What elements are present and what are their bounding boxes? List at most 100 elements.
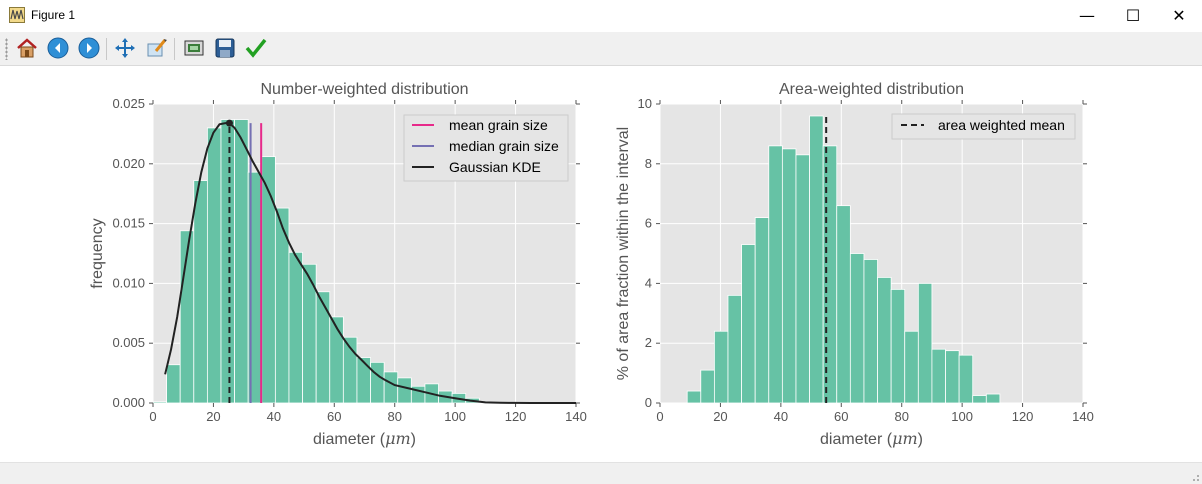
y-tick-label: 0.000 [112, 395, 145, 410]
y-tick-label: 2 [645, 335, 652, 350]
subplots-icon [184, 40, 204, 56]
toolbar-separator [174, 38, 175, 60]
close-button[interactable]: ✕ [1172, 6, 1186, 25]
zoom-icon [147, 39, 167, 57]
pan-button[interactable] [112, 35, 138, 61]
chart-title: Area-weighted distribution [779, 81, 964, 98]
home-icon [17, 38, 37, 58]
title-bar: Figure 1 — ☐ ✕ [0, 0, 1202, 31]
legend-label: median grain size [449, 138, 559, 154]
histogram-bar [849, 253, 865, 404]
kde-peak-marker [225, 119, 233, 127]
x-tick-label: 120 [1012, 409, 1034, 424]
y-tick-label: 0.015 [112, 216, 145, 231]
histogram-bar [727, 294, 742, 404]
maximize-button[interactable]: ☐ [1125, 6, 1141, 25]
histogram-bar [904, 330, 919, 404]
toolbar-separator [106, 38, 107, 60]
x-axis-label-text: ) [918, 431, 923, 448]
y-tick-label: 0 [645, 395, 652, 410]
x-axis-label-unit: μm [385, 429, 411, 448]
save-button[interactable] [212, 35, 238, 61]
histogram-bar [206, 127, 222, 404]
back-button[interactable] [45, 35, 71, 61]
y-tick-label: 0.005 [112, 335, 145, 350]
y-tick-label: 4 [645, 275, 652, 290]
x-tick-label: 120 [505, 409, 527, 424]
histogram-bar [795, 154, 810, 404]
zoom-button[interactable] [144, 35, 170, 61]
histogram-bar [945, 350, 960, 404]
x-axis-label: diameter (μm) [313, 429, 416, 448]
figure-canvas: 0 20 40 60 80 100 120 140 0.000 0.005 0.010 0.015 0.… [0, 66, 1202, 462]
save-icon [215, 38, 235, 58]
chart-2: 0 20 40 60 80 100 120 140 0 2 4 6 8 10 Area-weighted d… [615, 81, 1094, 448]
x-tick-label: 0 [656, 409, 663, 424]
histogram-bar [288, 251, 303, 404]
x-axis-label-unit: μm [892, 429, 918, 448]
histogram-bar [741, 244, 756, 404]
x-tick-label: 40 [774, 409, 788, 424]
x-tick-label: 140 [1072, 409, 1094, 424]
x-tick-label: 100 [951, 409, 973, 424]
x-tick-label: 60 [834, 409, 848, 424]
x-tick-label: 20 [206, 409, 220, 424]
y-tick-label: 10 [638, 96, 652, 111]
histogram-bar [166, 364, 181, 404]
histogram-bar [958, 354, 974, 404]
chart-title: Number-weighted distribution [260, 81, 468, 98]
x-axis-label-text: ) [411, 431, 416, 448]
x-tick-label: 80 [894, 409, 908, 424]
pan-icon [115, 38, 135, 58]
y-tick-label: 0.020 [112, 156, 145, 171]
x-tick-label: 20 [713, 409, 727, 424]
histogram-bar [713, 330, 729, 404]
figure-svg: 0 20 40 60 80 100 120 1400.0000.0050.0100.0150.… [89, 81, 1094, 448]
histogram-bar [383, 371, 399, 404]
back-icon [47, 37, 69, 59]
histogram-bar [863, 259, 878, 404]
forward-icon [78, 37, 100, 59]
x-tick-label: 140 [565, 409, 587, 424]
kde-curve [164, 122, 576, 404]
histogram-bar [809, 115, 824, 404]
legend-label: Gaussian KDE [449, 159, 541, 175]
y-axis-label: frequency [89, 218, 106, 288]
y-tick-label: 8 [645, 156, 652, 171]
y-tick-label: 0.025 [112, 96, 145, 111]
x-tick-label: 40 [267, 409, 281, 424]
histogram-bar [931, 348, 946, 404]
toolbar-grip[interactable] [5, 38, 8, 60]
legend-label: mean grain size [449, 117, 548, 133]
x-axis-label-text: diameter ( [313, 431, 386, 448]
y-tick-label: 6 [645, 216, 652, 231]
histogram-bar [329, 316, 344, 404]
forward-button[interactable] [76, 35, 102, 61]
home-button[interactable] [14, 35, 40, 61]
edit-check-button[interactable] [243, 35, 269, 61]
histogram-bar [686, 390, 702, 404]
histogram-bar [397, 377, 412, 404]
histogram-bar [754, 217, 770, 404]
histogram-bar [836, 205, 851, 404]
y-tick-label: 0.010 [112, 275, 145, 290]
edit-check-icon [245, 38, 267, 58]
histogram-bar [822, 145, 838, 404]
histogram-bar [315, 291, 331, 404]
histogram-bar [152, 401, 167, 404]
toolbar [0, 32, 1202, 66]
histogram-bar [985, 393, 1001, 404]
chart-1: 0 20 40 60 80 100 120 140 0.000 0.005 0.010 0.015 0.… [89, 81, 587, 448]
histogram-bar [356, 357, 371, 404]
x-tick-label: 60 [327, 409, 341, 424]
minimize-button[interactable]: — [1079, 6, 1095, 25]
x-tick-label: 80 [387, 409, 401, 424]
histogram-bar [234, 119, 249, 404]
legend-box [891, 113, 1076, 140]
x-tick-label: 100 [444, 409, 466, 424]
histogram-bar [890, 288, 906, 404]
histogram-bar [781, 148, 797, 404]
x-tick-label: 0 [149, 409, 156, 424]
resize-grip-icon[interactable] [1190, 472, 1200, 482]
subplots-button[interactable] [181, 35, 207, 61]
